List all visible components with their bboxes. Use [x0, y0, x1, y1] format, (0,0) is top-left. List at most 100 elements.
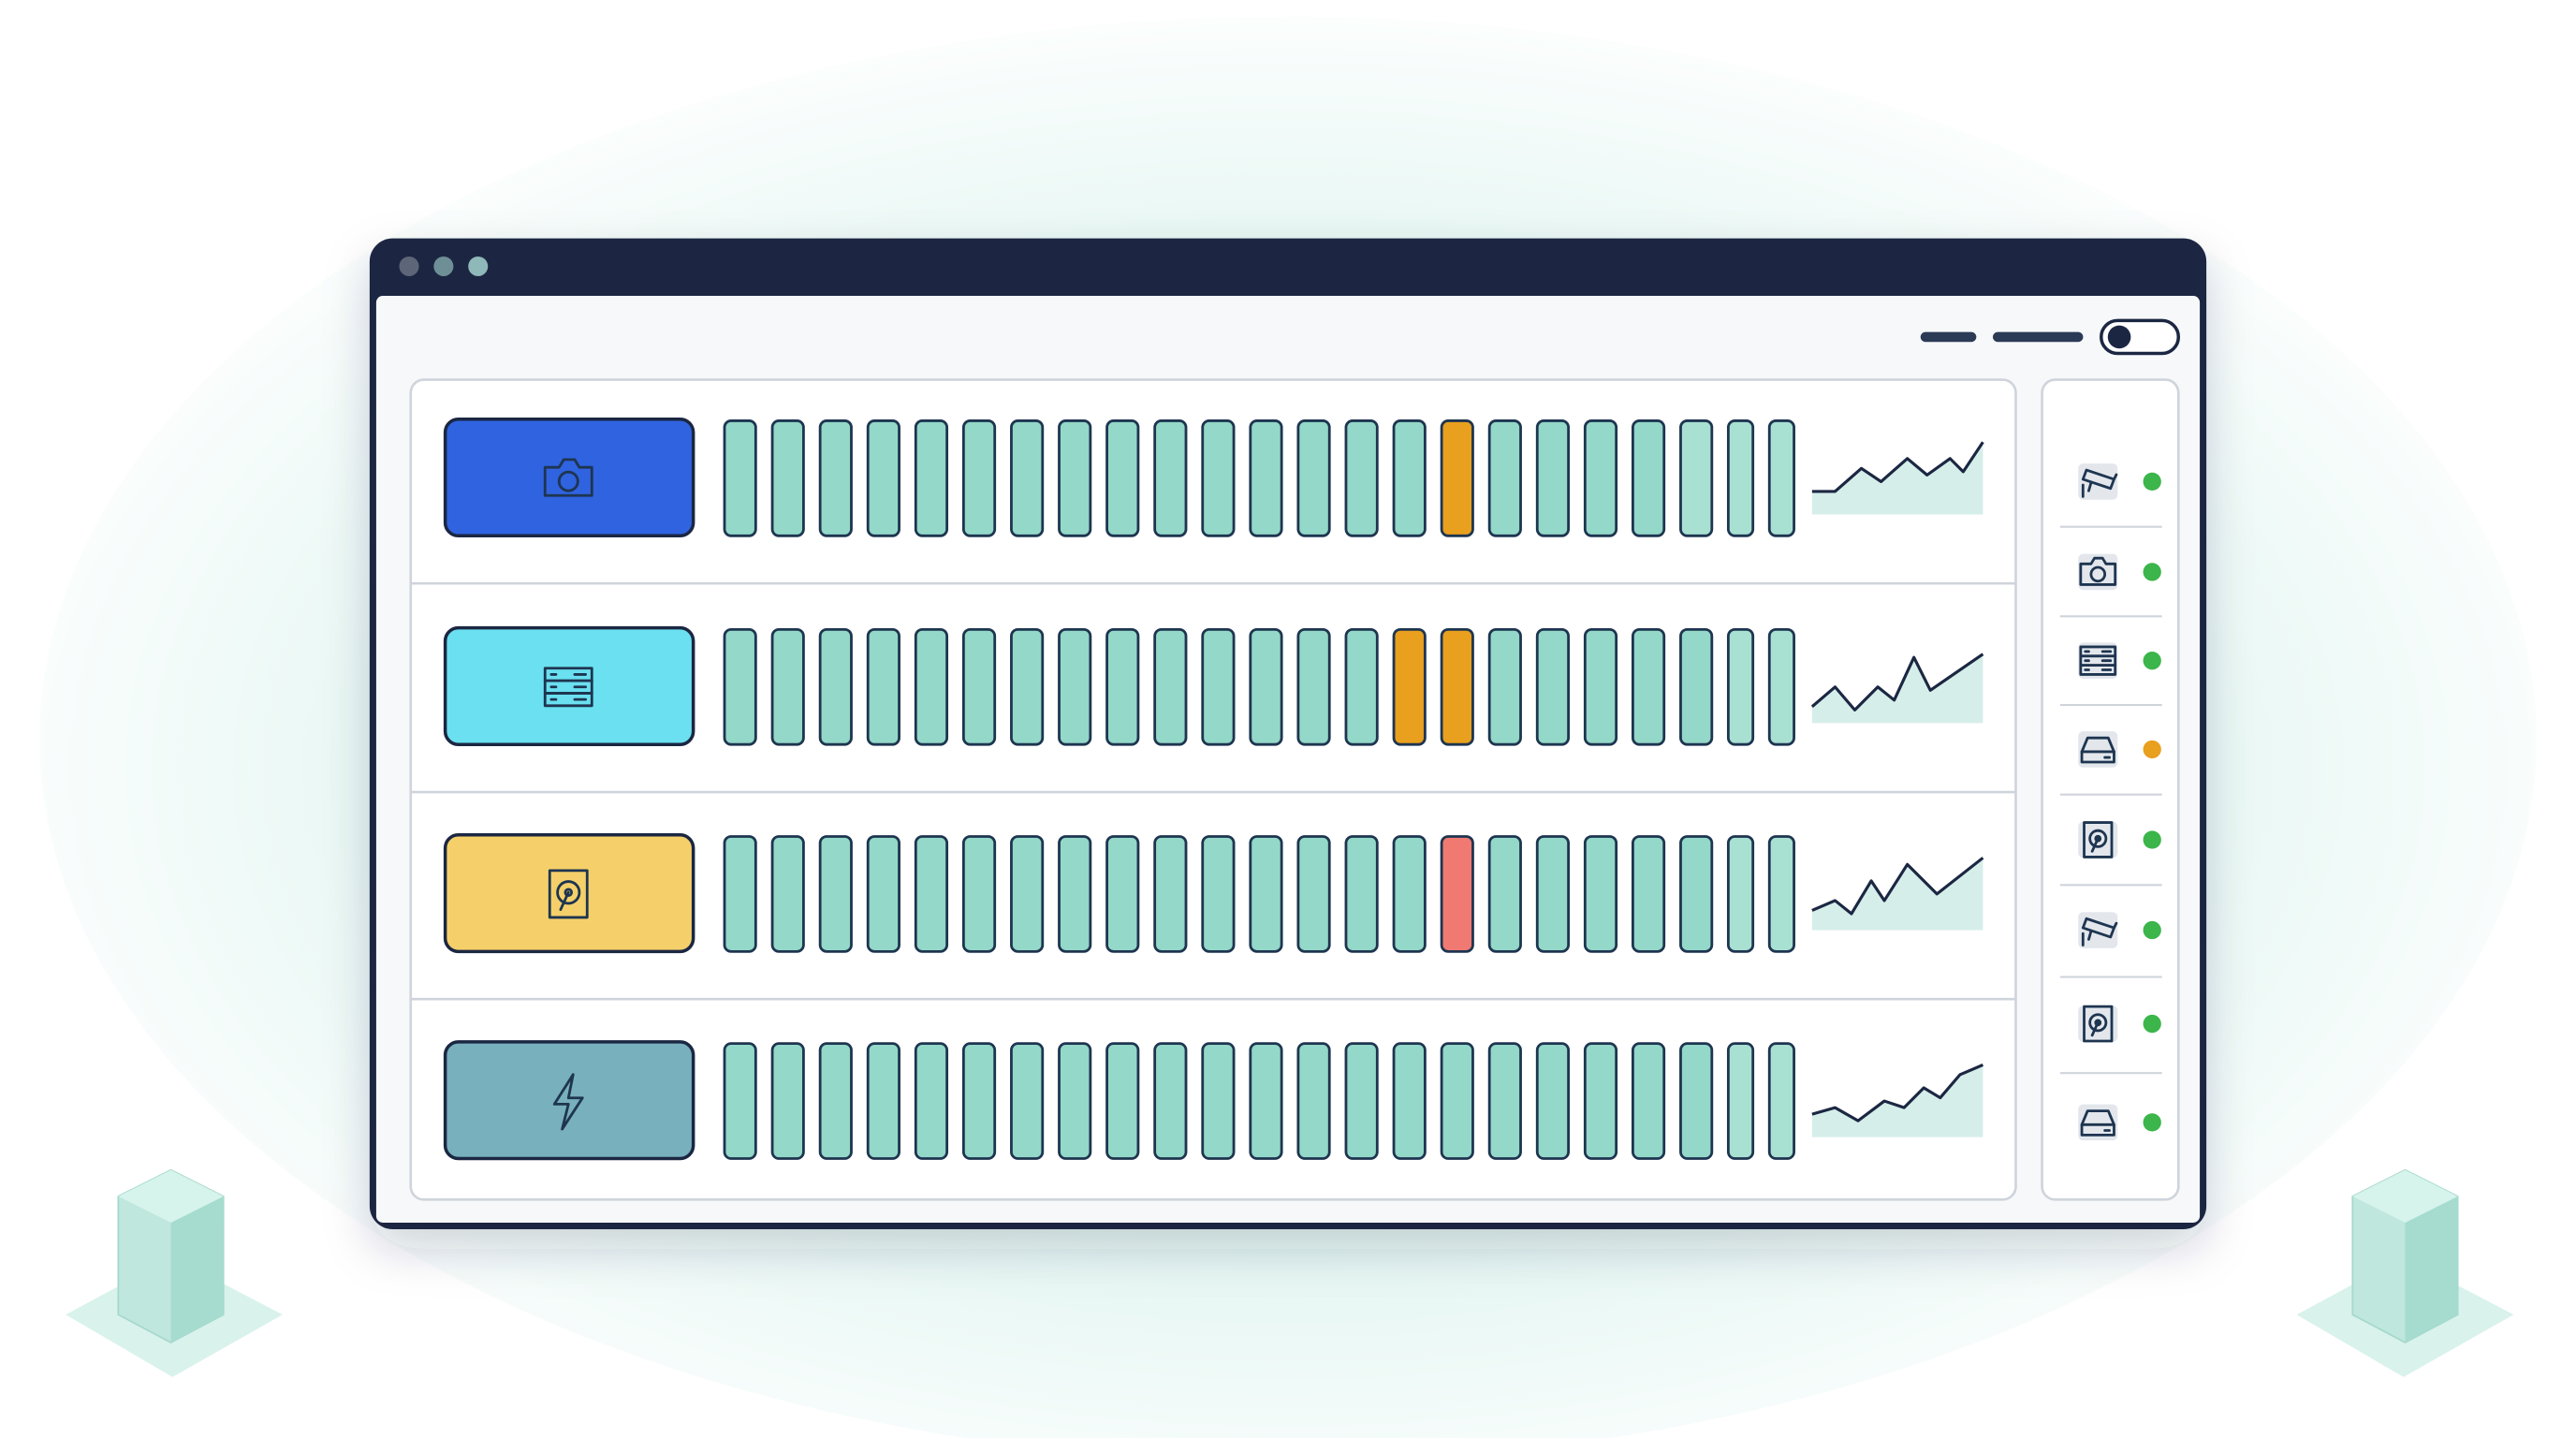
- status-cell: [1767, 419, 1795, 537]
- status-cell: [770, 627, 805, 746]
- device-icon: [2078, 463, 2118, 500]
- status-cell: [1058, 419, 1092, 537]
- window-dot[interactable]: [468, 256, 489, 276]
- device-item[interactable]: [2059, 731, 2162, 796]
- status-cell: [1010, 627, 1045, 746]
- status-cell: [723, 835, 757, 953]
- rows: [410, 417, 2016, 1161]
- device-icon: [2078, 1005, 2118, 1043]
- row-tile[interactable]: [443, 417, 695, 538]
- status-cell: [1058, 1042, 1092, 1160]
- status-cell: [1583, 1042, 1618, 1160]
- status-cell: [1487, 835, 1522, 953]
- status-cell: [723, 627, 757, 746]
- status-dot: [2143, 920, 2161, 940]
- device-item[interactable]: [2059, 1005, 2162, 1075]
- status-cell: [1679, 1042, 1714, 1160]
- status-cell: [1105, 627, 1140, 746]
- status-cell: [1535, 1042, 1571, 1160]
- icon-stroke: [2083, 1005, 2114, 1043]
- status-cell: [1010, 1042, 1045, 1160]
- device-icon: [2078, 912, 2118, 948]
- status-cell: [723, 1042, 757, 1160]
- device-icon: [2078, 731, 2118, 768]
- status-cell: [1631, 627, 1666, 746]
- device-icon: [2078, 553, 2118, 591]
- status-cell: [1679, 627, 1714, 746]
- device-item[interactable]: [2059, 553, 2162, 618]
- icon-stroke: [2079, 664, 2117, 676]
- status-cell: [1631, 419, 1666, 537]
- status-cell: [1767, 835, 1795, 953]
- device-icon: [2078, 642, 2118, 679]
- device-icon: [2078, 821, 2118, 858]
- row[interactable]: [410, 417, 2016, 585]
- status-cell: [1392, 419, 1427, 537]
- status-cell: [914, 1042, 949, 1160]
- status-cell: [1296, 627, 1331, 746]
- side-panel: [2041, 378, 2180, 1201]
- building-left: [66, 1168, 283, 1377]
- status-cell: [1153, 835, 1188, 953]
- status-cell: [1296, 1042, 1331, 1160]
- icon-stroke: [552, 1073, 584, 1131]
- status-dot: [2143, 652, 2161, 670]
- status-cell: [866, 419, 900, 537]
- sparkline: [1810, 653, 1984, 712]
- status-cell: [818, 627, 853, 746]
- row-tile[interactable]: [443, 625, 695, 746]
- window-dot[interactable]: [433, 256, 454, 276]
- icon-stroke: [2083, 821, 2114, 858]
- device-item[interactable]: [2059, 821, 2162, 887]
- icon-stroke: [2081, 917, 2115, 939]
- status-cell: [866, 627, 900, 746]
- status-cell: [1583, 419, 1618, 537]
- status-cell: [1392, 627, 1427, 746]
- status-cell: [1583, 627, 1618, 746]
- status-cell: [723, 419, 757, 537]
- device-item[interactable]: [2059, 463, 2162, 528]
- row[interactable]: [443, 1040, 1984, 1161]
- status-cell: [1726, 1042, 1755, 1160]
- row[interactable]: [410, 625, 2016, 794]
- window-dot[interactable]: [399, 256, 419, 276]
- status-cell: [1105, 419, 1140, 537]
- status-cell: [1249, 835, 1283, 953]
- status-cell: [866, 835, 900, 953]
- icon-stroke: [556, 880, 581, 905]
- status-cell: [1058, 627, 1092, 746]
- icon-stroke: [2081, 481, 2093, 498]
- status-cell: [1583, 835, 1618, 953]
- sparkline-area: [1811, 653, 1983, 724]
- status-cell: [1726, 835, 1755, 953]
- status-cell: [1153, 1042, 1188, 1160]
- status-dot: [2143, 830, 2161, 849]
- row-tile[interactable]: [443, 1040, 695, 1161]
- status-cell: [1487, 419, 1522, 537]
- status-cell: [1679, 419, 1714, 537]
- status-cell: [1296, 835, 1331, 953]
- status-cell: [1249, 627, 1283, 746]
- status-cell: [1535, 627, 1571, 746]
- status-cell: [1726, 419, 1755, 537]
- status-cell: [1535, 419, 1571, 537]
- device-item[interactable]: [2059, 912, 2162, 978]
- status-dot: [2143, 563, 2161, 581]
- icon-stroke: [559, 890, 570, 911]
- icon-stroke: [543, 692, 593, 708]
- icon-stroke: [543, 458, 593, 497]
- icon-stroke: [2090, 837, 2100, 853]
- status-cell: [961, 627, 997, 746]
- status-cell: [961, 835, 997, 953]
- status-cell: [1201, 419, 1236, 537]
- device-item[interactable]: [2059, 642, 2162, 707]
- status-cell: [1153, 419, 1188, 537]
- row[interactable]: [410, 832, 2016, 1001]
- status-cell: [866, 1042, 900, 1160]
- device-item[interactable]: [2078, 1104, 2161, 1141]
- status-cell: [1344, 627, 1379, 746]
- icon-stroke: [557, 470, 579, 492]
- status-cell: [1201, 1042, 1236, 1160]
- device-icon: [2078, 1104, 2118, 1141]
